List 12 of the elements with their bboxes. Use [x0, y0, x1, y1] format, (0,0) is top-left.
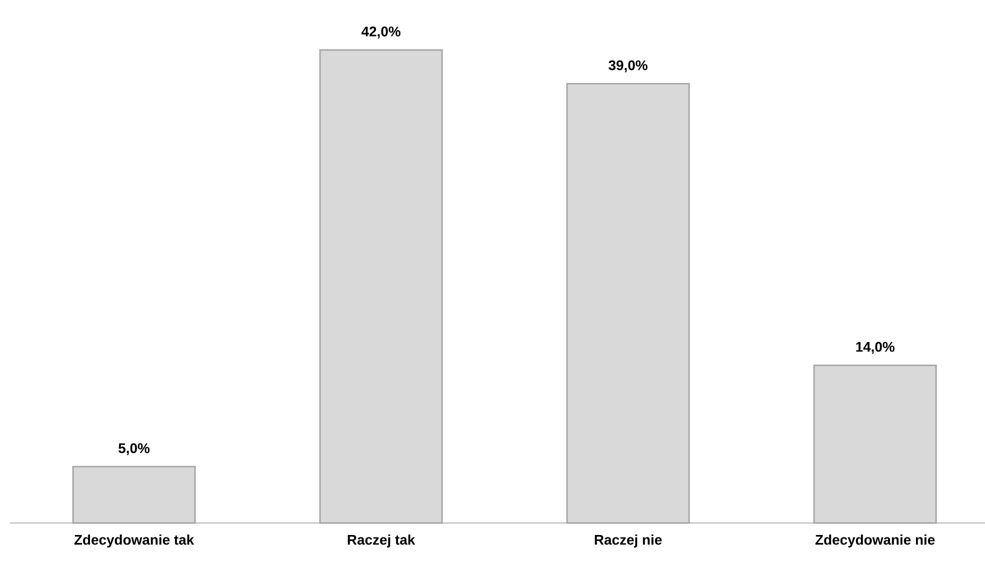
x-tick-label: Raczej nie	[594, 534, 662, 548]
bar	[319, 49, 443, 524]
data-label: 42,0%	[361, 26, 400, 38]
data-label: 14,0%	[856, 342, 894, 354]
data-label: 39,0%	[608, 60, 648, 72]
x-tick-label: Raczej tak	[348, 534, 416, 548]
x-tick-label: Zdecydowanie tak	[74, 534, 194, 548]
bar	[566, 83, 690, 524]
bar	[72, 466, 196, 524]
data-label: 5,0%	[118, 443, 150, 456]
x-tick-label: Zdecydowanie nie	[815, 534, 935, 548]
bar	[813, 364, 937, 524]
